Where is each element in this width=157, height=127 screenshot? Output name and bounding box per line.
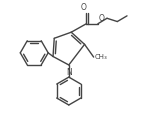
Text: CH₃: CH₃ xyxy=(95,54,107,60)
Text: N: N xyxy=(67,68,72,77)
Text: O: O xyxy=(98,13,104,22)
Text: O: O xyxy=(81,3,87,12)
